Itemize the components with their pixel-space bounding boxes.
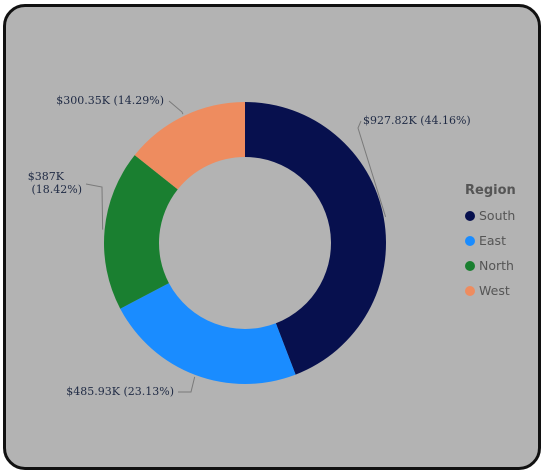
- donut-chart: $927.82K (44.16%) $485.93K (23.13%) $387K(…: [28, 94, 471, 398]
- legend-item-west[interactable]: West: [465, 278, 516, 303]
- data-label-west: $300.35K (14.29%): [56, 94, 164, 107]
- legend: Region South East North West: [465, 183, 516, 303]
- legend-item-south[interactable]: South: [465, 203, 516, 228]
- legend-item-east[interactable]: East: [465, 228, 516, 253]
- data-label-north: $387K (18.42%): [28, 170, 82, 196]
- legend-label-south: South: [479, 208, 516, 223]
- legend-label-north: North: [479, 258, 514, 273]
- leader-line-west: [168, 100, 184, 115]
- data-label-east: $485.93K (23.13%): [66, 385, 174, 398]
- legend-item-north[interactable]: North: [465, 253, 516, 278]
- data-label-south: $927.82K (44.16%): [363, 114, 471, 127]
- chart-card: $927.82K (44.16%) $485.93K (23.13%) $387K(…: [3, 4, 541, 470]
- leader-line-south: [357, 120, 387, 218]
- legend-swatch-west: [465, 285, 475, 296]
- donut-slice-south[interactable]: [245, 102, 387, 375]
- legend-label-east: East: [479, 233, 506, 248]
- legend-label-west: West: [479, 283, 510, 298]
- donut-slice-west[interactable]: [134, 102, 245, 190]
- donut-slice-east[interactable]: [120, 283, 296, 384]
- leader-line-east: [178, 376, 196, 393]
- legend-swatch-south: [465, 210, 475, 221]
- leader-line-north: [85, 183, 104, 230]
- legend-swatch-north: [465, 260, 475, 271]
- legend-swatch-east: [465, 235, 475, 246]
- donut-slice-north[interactable]: [104, 155, 178, 309]
- legend-title: Region: [465, 183, 516, 198]
